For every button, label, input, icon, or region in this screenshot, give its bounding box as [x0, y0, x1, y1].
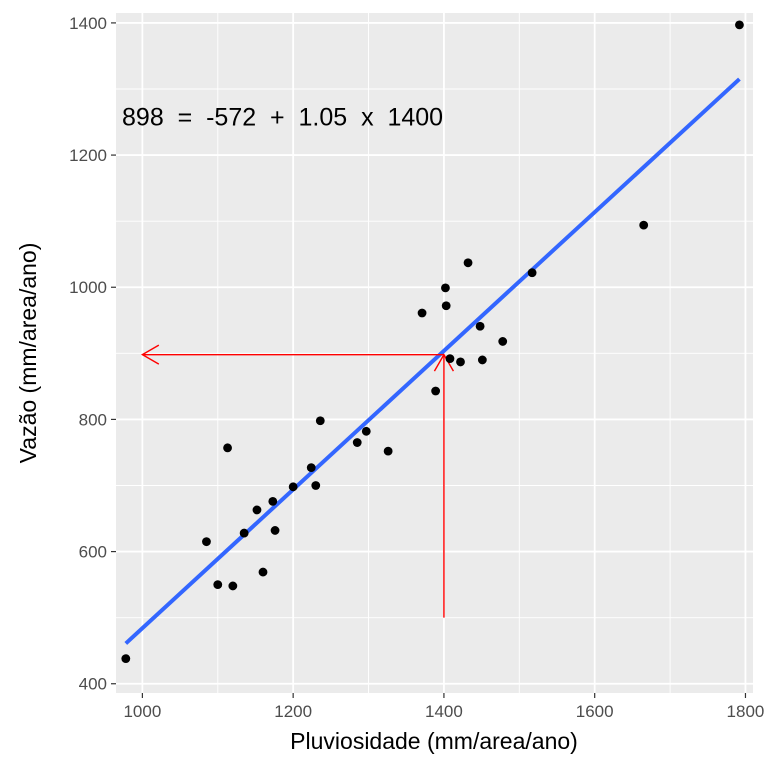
y-axis-title: Vazão (mm/area/ano) [15, 243, 41, 464]
data-point [477, 355, 487, 365]
x-tick-label: 1000 [123, 702, 161, 721]
data-point [463, 258, 473, 268]
data-point [735, 20, 744, 30]
data-point [315, 416, 325, 426]
data-point [456, 357, 465, 367]
data-point [311, 481, 321, 490]
fit-line-layer [124, 77, 741, 645]
data-point [306, 463, 316, 473]
regression-line [124, 77, 741, 645]
y-tick-label: 800 [79, 410, 107, 429]
data-point [498, 337, 508, 346]
data-point [228, 581, 238, 591]
data-point [445, 354, 455, 364]
arrows-layer [140, 344, 455, 618]
points-layer [121, 20, 744, 664]
y-tick-label: 600 [79, 543, 107, 562]
data-point [258, 567, 268, 577]
data-point [417, 308, 427, 318]
x-axis-title: Pluviosidade (mm/area/ano) [290, 728, 578, 754]
horizontal-arrow [140, 344, 444, 365]
x-tick-label: 1400 [425, 702, 463, 721]
x-tick-label: 1800 [727, 702, 765, 721]
data-point [475, 321, 485, 331]
data-point [288, 482, 298, 492]
x-tick-label: 1200 [274, 702, 312, 721]
data-point [431, 386, 441, 396]
data-point [121, 654, 131, 664]
y-tick-label: 1000 [69, 278, 107, 297]
major-gridlines [116, 13, 753, 693]
data-point [223, 443, 232, 453]
data-point [239, 528, 249, 538]
y-tick-label: 400 [79, 675, 107, 694]
data-point [527, 268, 537, 278]
data-point [252, 505, 262, 515]
data-point [202, 537, 211, 547]
equation-annotation: 898 = -572 + 1.05 x 1400 [122, 103, 443, 131]
x-tick-label: 1600 [576, 702, 614, 721]
arrow-head [140, 344, 160, 365]
data-point [441, 283, 450, 293]
data-point [270, 526, 280, 535]
data-point [213, 580, 223, 590]
minor-gridlines [116, 13, 753, 693]
x-axis: 1000 1200 1400 1600 1800 [123, 693, 764, 721]
data-point [639, 220, 649, 230]
data-point [268, 496, 278, 506]
data-point [361, 426, 371, 436]
data-point [352, 438, 362, 447]
data-point [441, 301, 451, 311]
y-axis: 400 600 800 1000 1200 1400 [69, 14, 116, 694]
data-point [383, 446, 393, 456]
y-tick-label: 1200 [69, 146, 107, 165]
y-tick-label: 1400 [69, 14, 107, 33]
